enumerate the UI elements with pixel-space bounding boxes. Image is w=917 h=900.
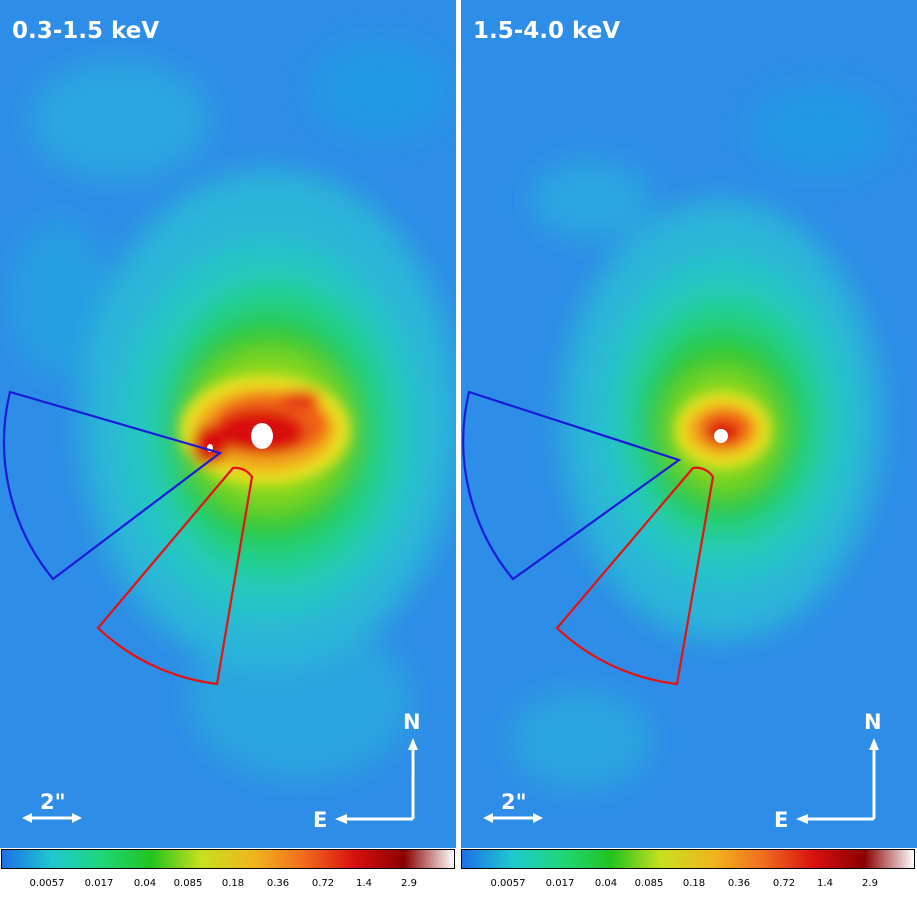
colorbar-tick: 1.4 — [356, 878, 372, 889]
hard-band-image — [461, 0, 917, 848]
east-label: E — [774, 808, 789, 832]
colorbar-tick: 0.0057 — [490, 878, 526, 889]
colorbar-tick: 0.085 — [173, 878, 203, 889]
red-sector-region — [555, 466, 715, 686]
panel-divider — [456, 0, 461, 848]
colorbar-tick: 0.18 — [682, 878, 706, 889]
colorbar-right — [461, 849, 915, 869]
colorbar-tick: 0.04 — [594, 878, 618, 889]
energy-band-label: 1.5-4.0 keV — [473, 18, 621, 44]
blue-sector-region — [2, 390, 223, 581]
colorbar-tick: 2.9 — [401, 878, 417, 889]
soft-band-image — [0, 0, 456, 848]
east-label: E — [313, 808, 328, 832]
scale-label: 2" — [501, 790, 527, 814]
colorbar-tick: 0.085 — [634, 878, 664, 889]
colorbar-left — [1, 849, 455, 869]
red-sector-region — [96, 466, 254, 686]
colorbar-tick: 0.017 — [84, 878, 114, 889]
energy-band-label: 0.3-1.5 keV — [12, 18, 160, 44]
colorbar-tick: 0.72 — [772, 878, 796, 889]
soft-band-image-panel: 0.3-1.5 keV N E 2" — [0, 0, 456, 848]
blue-sector-region — [462, 390, 682, 581]
colorbar-tick: 0.017 — [545, 878, 575, 889]
colorbar-tick: 2.9 — [862, 878, 878, 889]
colorbar-tick: 0.36 — [727, 878, 751, 889]
colorbar-tick: 0.0057 — [29, 878, 65, 889]
bright-nucleus — [714, 429, 728, 443]
hard-band-image-panel: 1.5-4.0 keV N E 2" — [461, 0, 917, 848]
colorbar-tick: 0.72 — [311, 878, 335, 889]
bright-nucleus — [251, 423, 273, 449]
north-label: N — [403, 710, 421, 734]
colorbar-tick: 0.36 — [266, 878, 290, 889]
colorbar-gradient — [462, 850, 914, 868]
colorbar-tick: 1.4 — [817, 878, 833, 889]
colorbar-ticks-left: 0.0057 0.017 0.04 0.085 0.18 0.36 0.72 1… — [0, 878, 456, 894]
scale-label: 2" — [40, 790, 66, 814]
colorbar-ticks-right: 0.0057 0.017 0.04 0.085 0.18 0.36 0.72 1… — [461, 878, 917, 894]
north-label: N — [864, 710, 882, 734]
colorbar-gradient — [2, 850, 454, 868]
colorbar-tick: 0.04 — [133, 878, 157, 889]
colorbar-tick: 0.18 — [221, 878, 245, 889]
